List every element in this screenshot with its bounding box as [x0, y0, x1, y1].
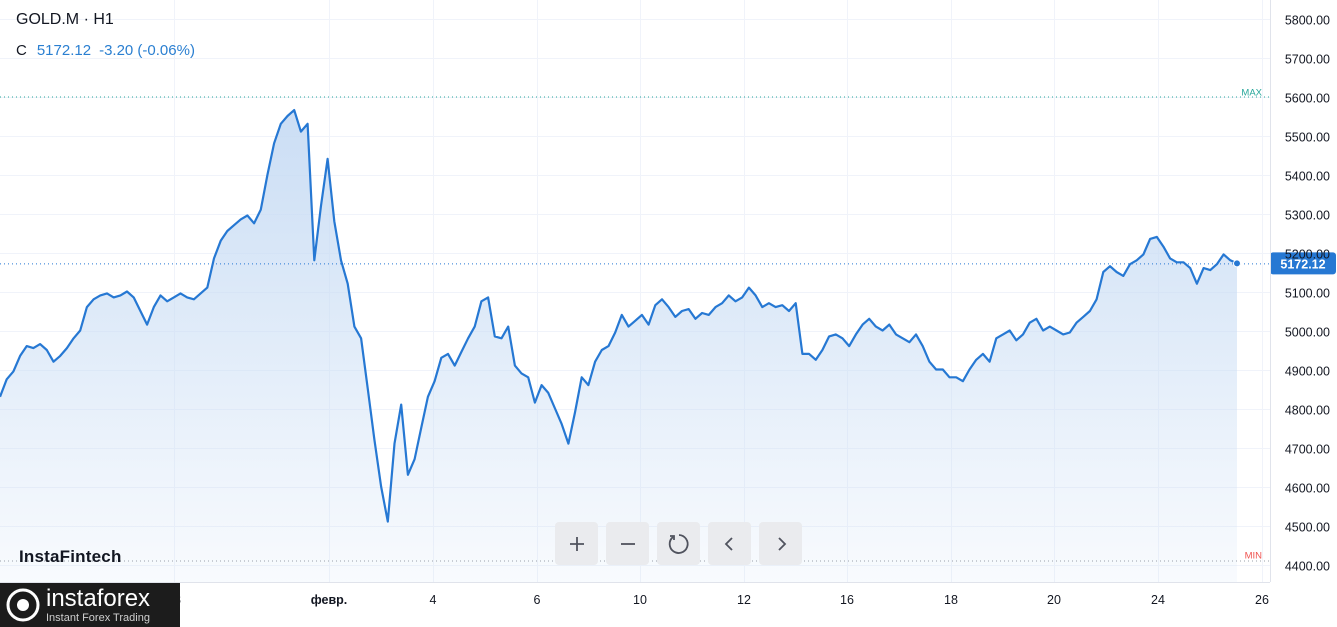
minus-icon	[620, 542, 635, 545]
y-tick-label: 4800.00	[1285, 404, 1330, 418]
x-tick-label: 20	[1047, 593, 1061, 607]
chevron-right-icon	[777, 536, 786, 551]
last-price-dot	[1233, 259, 1241, 268]
ohlc-legend: C 5172.12 -3.20 (-0.06%)	[16, 42, 195, 59]
axes: 4400.00 4500.00 4600.00 4700.00 4800.00 4900.…	[0, 0, 1330, 607]
scroll-right-button[interactable]	[759, 522, 802, 565]
plus-icon	[569, 536, 584, 551]
y-tick-label: 4900.00	[1285, 365, 1330, 379]
x-tick-label: 16	[840, 593, 854, 607]
x-tick-label: 24	[1151, 593, 1165, 607]
y-tick-label: 5500.00	[1285, 131, 1330, 145]
y-tick-label: 5400.00	[1285, 170, 1330, 184]
brand-tagline: Instant Forex Trading	[46, 612, 150, 624]
x-tick-label: 6	[534, 593, 541, 607]
last-price-badge	[1270, 252, 1336, 275]
instaforex-logo-icon	[6, 588, 40, 622]
reset-button[interactable]	[657, 522, 700, 565]
x-tick-label: 4	[430, 593, 437, 607]
y-tick-label: 4400.00	[1285, 560, 1330, 574]
y-tick-label: 4600.00	[1285, 482, 1330, 496]
scroll-left-button[interactable]	[708, 522, 751, 565]
y-tick-label: 5300.00	[1285, 209, 1330, 223]
close-value: 5172.12	[36, 42, 92, 59]
x-tick-label: февр.	[311, 593, 348, 607]
reference-lines: MAX MIN 5172.12	[0, 88, 1336, 562]
y-tick-label: 4500.00	[1285, 521, 1330, 535]
y-tick-label: 5100.00	[1285, 287, 1330, 301]
min-label: MIN	[1245, 551, 1263, 562]
brand-banner[interactable]: instaforex Instant Forex Trading	[0, 583, 180, 627]
max-label: MAX	[1241, 88, 1262, 99]
y-tick-label: 5700.00	[1285, 53, 1330, 67]
symbol-title[interactable]: GOLD.M · H1	[16, 11, 114, 28]
last-price-label: 5172.12	[1280, 257, 1325, 271]
reset-icon	[668, 533, 689, 554]
x-tick-label: 10	[633, 593, 647, 607]
series-area-fill	[0, 110, 1237, 582]
x-tick-label: 12	[737, 593, 751, 607]
series-line	[0, 109, 1238, 523]
watermark: InstaFintech	[19, 547, 122, 566]
y-tick-label: 5200.00	[1285, 248, 1330, 262]
zoom-in-button[interactable]	[555, 522, 598, 565]
y-tick-label: 5000.00	[1285, 326, 1330, 340]
brand-name: instaforex	[46, 585, 151, 612]
chart-controls	[555, 522, 802, 565]
zoom-out-button[interactable]	[606, 522, 649, 565]
x-tick-label: 26	[1255, 593, 1269, 607]
price-area	[0, 109, 1238, 582]
chevron-left-icon	[724, 536, 733, 551]
change-value: -3.20 (-0.06%)	[99, 42, 195, 59]
y-tick-label: 5800.00	[1285, 14, 1330, 28]
x-tick-label: 18	[944, 593, 958, 607]
y-tick-label: 5600.00	[1285, 92, 1330, 106]
y-tick-label: 4700.00	[1285, 443, 1330, 457]
close-label: C	[16, 42, 27, 59]
